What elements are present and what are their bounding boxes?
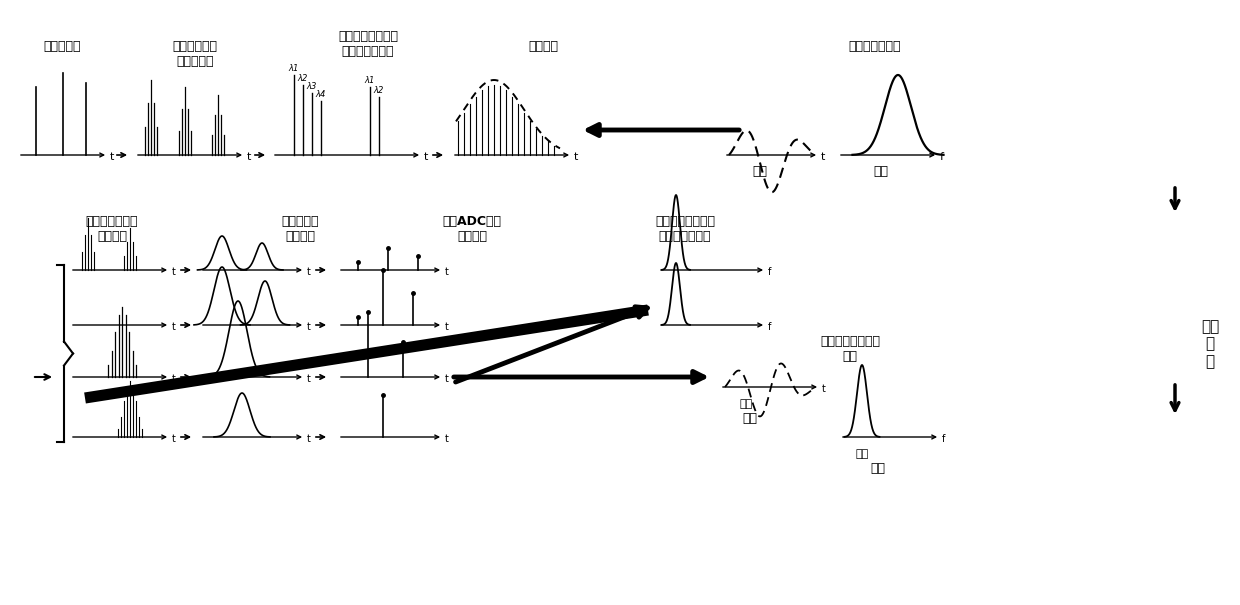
Text: t: t [821, 152, 826, 162]
Text: 频域: 频域 [870, 462, 885, 475]
Text: 频域: 频域 [873, 165, 888, 178]
Text: 多通道解复用后
的光脉冲: 多通道解复用后 的光脉冲 [86, 215, 138, 243]
Text: λ2: λ2 [373, 86, 384, 95]
Text: 电光采样: 电光采样 [528, 40, 558, 53]
Text: t: t [172, 322, 176, 332]
Text: t: t [308, 322, 311, 332]
Text: t: t [424, 152, 428, 162]
Text: 时域: 时域 [740, 399, 753, 409]
Text: f: f [940, 152, 944, 162]
Text: 滤波
过
程: 滤波 过 程 [1200, 319, 1219, 369]
Text: λ1: λ1 [365, 76, 376, 85]
Text: 脉冲整形后的
光采样脉冲: 脉冲整形后的 光采样脉冲 [172, 40, 217, 68]
Text: t: t [110, 152, 114, 162]
Text: t: t [172, 434, 176, 444]
Text: t: t [172, 374, 176, 384]
Text: λ3: λ3 [306, 82, 317, 91]
Text: 经过ADC后的
采样信号: 经过ADC后的 采样信号 [443, 215, 501, 243]
Text: t: t [308, 434, 311, 444]
Text: 频域: 频域 [856, 449, 868, 459]
Text: 光电转换后
的电脉冲: 光电转换后 的电脉冲 [281, 215, 319, 243]
Text: 时域: 时域 [742, 412, 756, 425]
Text: f: f [768, 322, 771, 332]
Text: 脉冲整形后的单个
光采样脉冲频谱: 脉冲整形后的单个 光采样脉冲频谱 [655, 215, 715, 243]
Text: λ1: λ1 [289, 64, 299, 73]
Text: λ2: λ2 [298, 74, 309, 83]
Text: 光采样脉冲: 光采样脉冲 [43, 40, 81, 53]
Text: f: f [768, 267, 771, 277]
Text: t: t [308, 374, 311, 384]
Text: t: t [247, 152, 252, 162]
Text: t: t [445, 434, 449, 444]
Text: t: t [445, 267, 449, 277]
Text: t: t [445, 322, 449, 332]
Text: t: t [574, 152, 578, 162]
Text: λ4: λ4 [316, 90, 326, 99]
Text: 波分复用频率倍增
后的光采样脉冲: 波分复用频率倍增 后的光采样脉冲 [339, 30, 398, 58]
Text: t: t [308, 267, 311, 277]
Text: t: t [172, 267, 176, 277]
Text: f: f [942, 434, 945, 444]
Text: 时域: 时域 [751, 165, 768, 178]
Text: 被采样的电信号: 被采样的电信号 [848, 40, 901, 53]
Text: t: t [445, 374, 449, 384]
Text: t: t [822, 384, 826, 394]
Text: 处理重构得到的电
信号: 处理重构得到的电 信号 [820, 335, 880, 363]
